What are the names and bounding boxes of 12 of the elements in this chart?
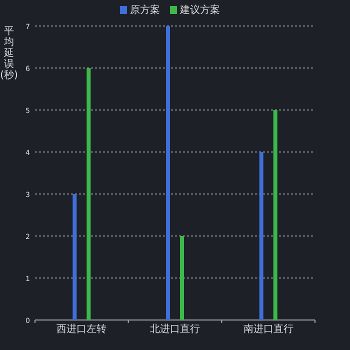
x-tick-label: 南进口直行 <box>243 323 294 335</box>
bar <box>180 236 184 320</box>
x-tick-label: 北进口直行 <box>150 323 200 335</box>
legend-label: 建议方案 <box>179 4 220 16</box>
bar <box>166 26 170 320</box>
bar <box>273 110 278 320</box>
bar <box>86 68 91 320</box>
ylabel: 平均延误(秒) <box>0 26 18 81</box>
x-tick-label: 西进口左转 <box>56 323 107 335</box>
bar <box>72 194 77 320</box>
legend-label: 原方案 <box>130 4 160 16</box>
bar <box>259 152 264 320</box>
